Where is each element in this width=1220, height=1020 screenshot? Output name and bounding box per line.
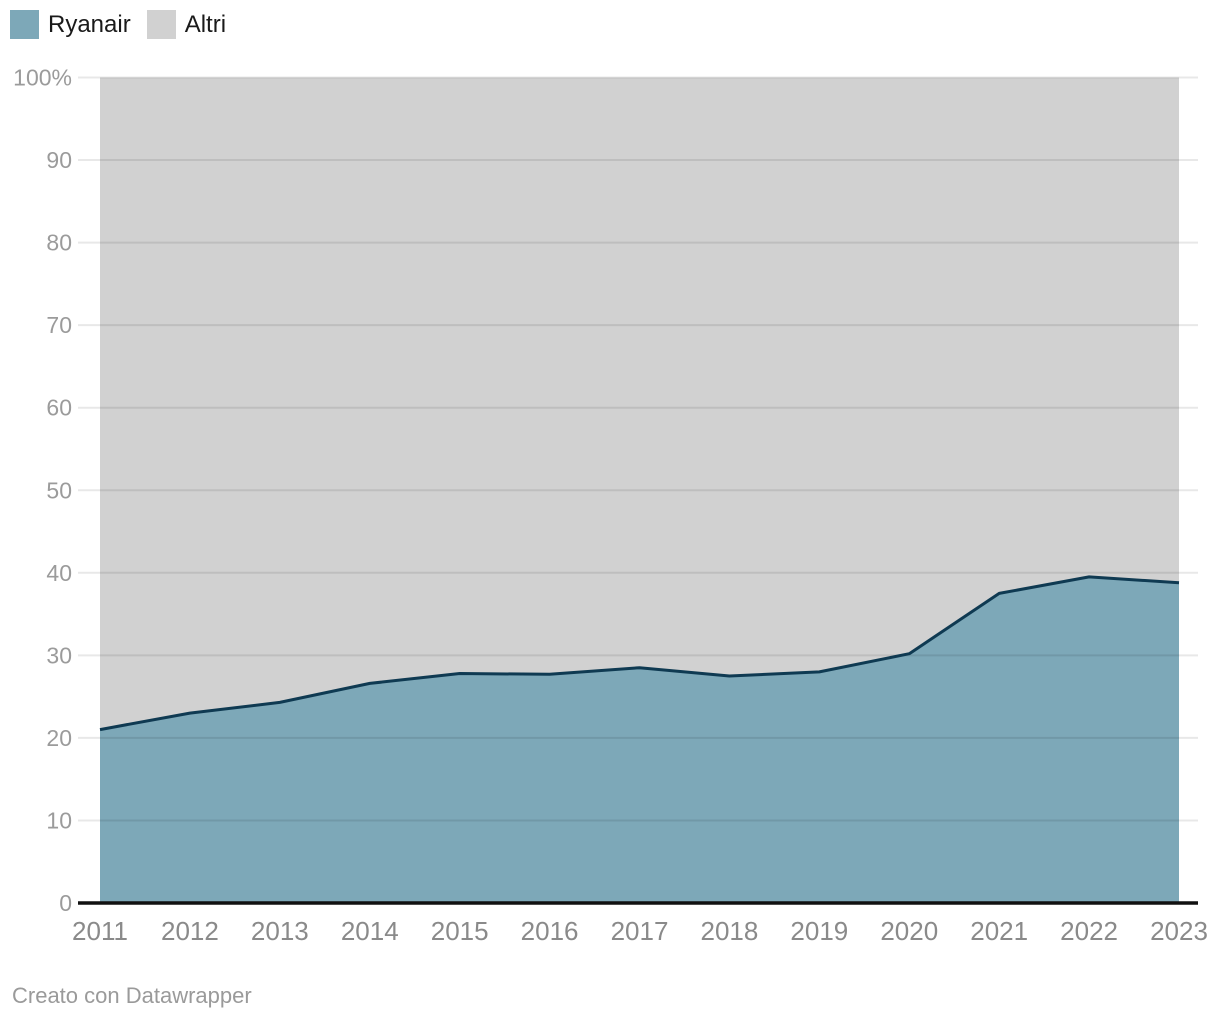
y-tick-label: 10 bbox=[46, 807, 72, 833]
x-tick-label: 2018 bbox=[700, 916, 758, 946]
x-tick-label: 2022 bbox=[1060, 916, 1118, 946]
x-tick-label: 2016 bbox=[521, 916, 579, 946]
x-tick-label: 2021 bbox=[970, 916, 1028, 946]
x-tick-label: 2013 bbox=[251, 916, 309, 946]
legend-label-altri: Altri bbox=[184, 11, 227, 38]
x-tick-label: 2014 bbox=[341, 916, 399, 946]
ryanair-line bbox=[99, 575, 1180, 732]
legend-label-ryanair: Ryanair bbox=[48, 11, 131, 38]
y-tick-label: 50 bbox=[46, 477, 72, 503]
y-tick-label: 60 bbox=[46, 395, 72, 421]
x-tick-label: 2023 bbox=[1150, 916, 1208, 946]
x-tick-label: 2017 bbox=[611, 916, 669, 946]
legend: Ryanair Altri bbox=[10, 10, 226, 39]
y-tick-label: 0 bbox=[59, 890, 72, 916]
legend-swatch-altri bbox=[146, 10, 176, 39]
x-tick-label: 2019 bbox=[790, 916, 848, 946]
x-tick-label: 2020 bbox=[880, 916, 938, 946]
y-tick-label: 20 bbox=[46, 725, 72, 751]
credit-line: Creato con Datawrapper bbox=[12, 983, 252, 1008]
y-tick-label: 70 bbox=[46, 312, 72, 338]
x-tick-label: 2015 bbox=[431, 916, 489, 946]
legend-swatch-ryanair bbox=[10, 10, 39, 39]
legend-item-ryanair: Ryanair bbox=[10, 10, 131, 39]
y-tick-label: 40 bbox=[46, 560, 72, 586]
x-tick-label: 2011 bbox=[72, 916, 128, 946]
y-tick-label: 100% bbox=[13, 65, 72, 91]
y-tick-label: 90 bbox=[46, 147, 72, 173]
legend-item-altri: Altri bbox=[146, 10, 227, 39]
y-tick-label: 80 bbox=[46, 230, 72, 256]
ryanair-area bbox=[100, 576, 1179, 903]
x-tick-label: 2012 bbox=[161, 916, 219, 946]
y-tick-label: 30 bbox=[46, 642, 72, 668]
